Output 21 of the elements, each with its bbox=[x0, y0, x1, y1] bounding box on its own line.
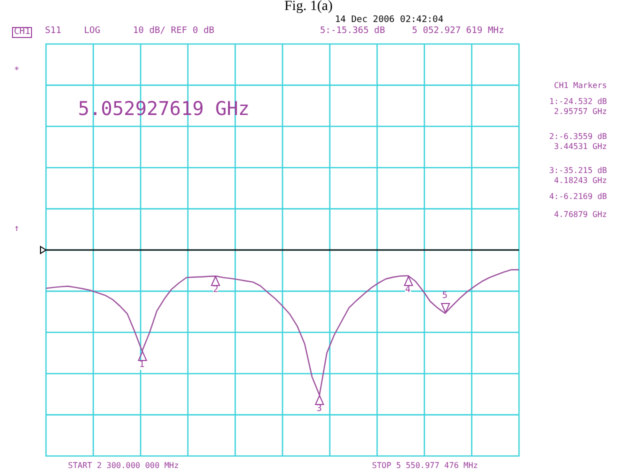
text: 3:-35.215 dB bbox=[549, 166, 607, 175]
text: 4.18243 GHz bbox=[554, 176, 607, 185]
annotation: 5 bbox=[442, 291, 448, 302]
chart-title: Fig. 1(a) bbox=[283, 0, 334, 14]
text: STOP 5 550.977 476 MHz bbox=[372, 461, 478, 470]
text: * bbox=[14, 66, 20, 76]
text: 5:-15.365 dB bbox=[320, 26, 386, 36]
text: 2.95757 GHz bbox=[554, 107, 607, 116]
text: 4:-6.2169 dB bbox=[549, 192, 607, 201]
text: 4.76879 GHz bbox=[554, 210, 607, 219]
text: 1:-24.532 dB bbox=[549, 97, 607, 106]
text: 10 dB/ REF 0 dB bbox=[133, 26, 214, 36]
text: START 2 300.000 000 MHz bbox=[68, 461, 179, 470]
text: 3.44531 GHz bbox=[554, 142, 607, 151]
chart-subtitle: 14 Dec 2006 02:42:04 bbox=[335, 15, 444, 25]
text: LOG bbox=[84, 26, 100, 36]
text: S11 bbox=[45, 26, 62, 36]
text: 5 052.927 619 MHz bbox=[412, 26, 504, 36]
text: ↑ bbox=[14, 224, 20, 234]
text: 2:-6.3559 dB bbox=[549, 132, 607, 141]
text: CH1 Markers bbox=[554, 81, 607, 90]
